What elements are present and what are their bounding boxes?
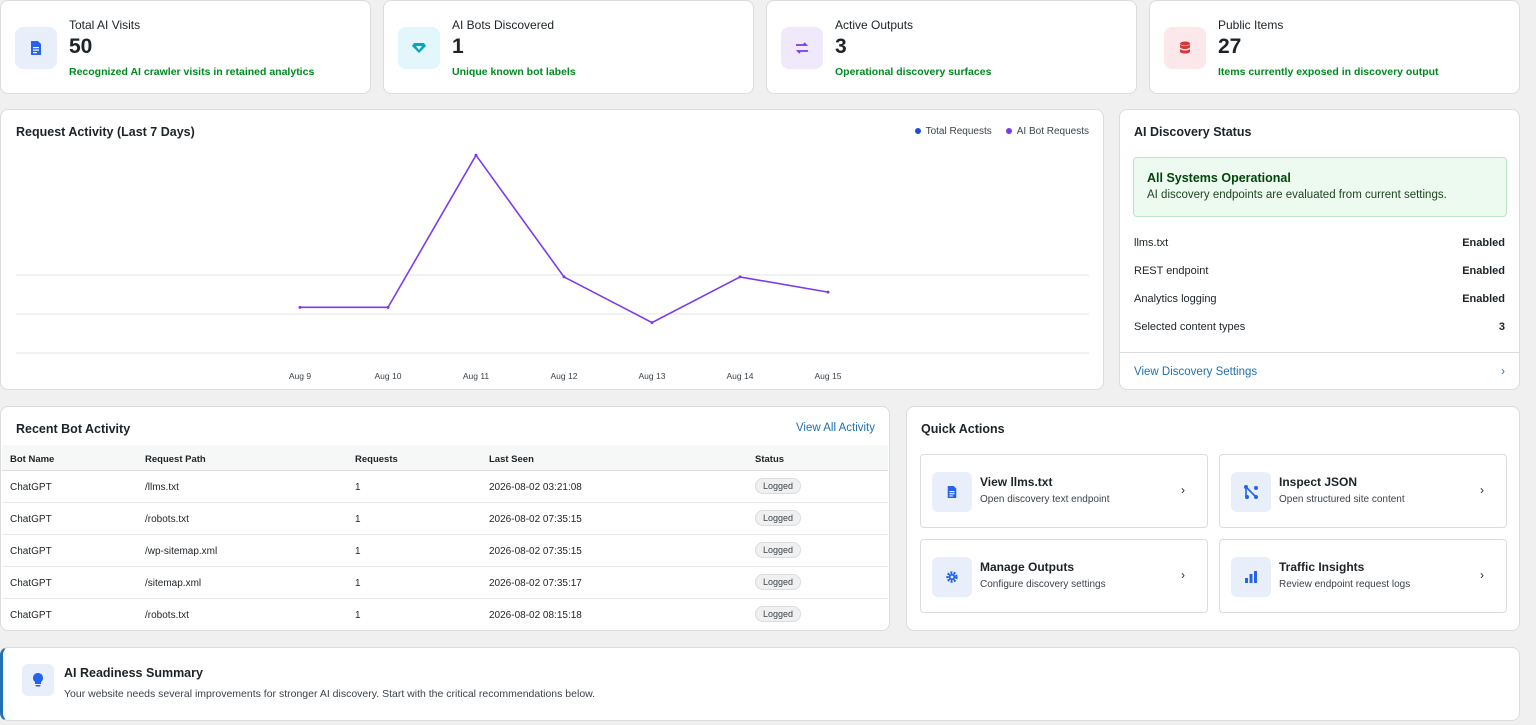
x-tick-label: Aug 11 (463, 371, 490, 381)
quick-action-manage-outputs[interactable]: Manage Outputs Configure discovery setti… (920, 539, 1208, 613)
summary-title: AI Readiness Summary (64, 666, 203, 680)
stat-subtext: Unique known bot labels (452, 66, 576, 78)
chart-legend: Total Requests AI Bot Requests (914, 126, 1089, 137)
status-badge: Logged (755, 606, 802, 622)
quick-actions-title: Quick Actions (921, 422, 1005, 436)
stat-card-active-outputs: Active Outputs 3 Operational discovery s… (766, 0, 1137, 94)
chevron-right-icon: › (1480, 483, 1484, 497)
stat-label: Active Outputs (835, 18, 914, 32)
recent-bot-activity-card: Recent Bot Activity View All Activity Bo… (0, 406, 890, 631)
legend-ai-bot-requests[interactable]: AI Bot Requests (1005, 126, 1089, 137)
quick-action-view-llms[interactable]: View llms.txt Open discovery text endpoi… (920, 454, 1208, 528)
status-row: Selected content types 3 (1134, 321, 1505, 333)
graph-icon (1231, 472, 1271, 512)
data-point[interactable] (386, 305, 390, 309)
bar-chart-icon (1231, 557, 1271, 597)
x-tick-label: Aug 10 (375, 371, 402, 381)
stat-value: 27 (1218, 35, 1242, 58)
stat-value: 1 (452, 35, 464, 58)
database-icon (1164, 27, 1206, 69)
column-requests[interactable]: Requests (355, 454, 398, 465)
x-tick-label: Aug 15 (815, 371, 842, 381)
data-point[interactable] (738, 275, 742, 279)
stat-subtext: Items currently exposed in discovery out… (1218, 66, 1439, 78)
data-point[interactable] (474, 153, 478, 157)
quick-actions-card: Quick Actions View llms.txt Open discove… (906, 406, 1520, 631)
stat-subtext: Recognized AI crawler visits in retained… (69, 66, 315, 78)
line-chart: Aug 9 Aug 10 Aug 11 Aug 12 Aug 13 Aug 14 Aug 1… (16, 153, 1089, 381)
chevron-right-icon: › (1501, 366, 1505, 378)
ai-readiness-summary: AI Readiness Summary Your website needs … (0, 647, 1520, 721)
table-row: ChatGPT/sitemap.xml 1 2026-08-02 07:35:17 L… (2, 567, 888, 599)
series-line-ai-bot-requests (300, 153, 829, 324)
chart-title: Request Activity (Last 7 Days) (16, 125, 195, 139)
status-row: REST endpoint Enabled (1134, 265, 1505, 277)
quick-action-inspect-json[interactable]: Inspect JSON Open structured site conten… (1219, 454, 1507, 528)
status-row: llms.txt Enabled (1134, 237, 1505, 249)
view-discovery-settings-link[interactable]: View Discovery Settings › (1134, 366, 1505, 378)
stat-card-bots-discovered: AI Bots Discovered 1 Unique known bot la… (383, 0, 754, 94)
status-row: Analytics logging Enabled (1134, 293, 1505, 305)
diamond-icon (398, 27, 440, 69)
data-point[interactable] (826, 290, 830, 294)
request-activity-card: Request Activity (Last 7 Days) Total Req… (0, 109, 1104, 390)
stat-value: 3 (835, 35, 847, 58)
document-icon (932, 472, 972, 512)
quick-action-title: Inspect JSON (1279, 475, 1358, 489)
chevron-right-icon: › (1480, 568, 1484, 582)
quick-action-description: Open discovery text endpoint (980, 494, 1110, 505)
chevron-right-icon: › (1181, 483, 1185, 497)
quick-action-title: Manage Outputs (980, 560, 1075, 574)
discovery-status-card: AI Discovery Status All Systems Operatio… (1119, 109, 1520, 390)
quick-action-title: View llms.txt (980, 475, 1053, 489)
x-tick-label: Aug 9 (289, 371, 311, 381)
x-tick-label: Aug 13 (639, 371, 666, 381)
column-bot-name[interactable]: Bot Name (10, 454, 55, 465)
x-tick-label: Aug 12 (551, 371, 578, 381)
quick-action-description: Open structured site content (1279, 494, 1405, 505)
legend-total-requests[interactable]: Total Requests (914, 126, 992, 137)
document-icon (15, 27, 57, 69)
column-request-path[interactable]: Request Path (145, 454, 206, 465)
chevron-right-icon: › (1181, 568, 1185, 582)
status-ok-description: AI discovery endpoints are evaluated fro… (1147, 189, 1447, 201)
activity-title: Recent Bot Activity (16, 422, 131, 436)
lightbulb-icon (22, 664, 54, 696)
status-title: AI Discovery Status (1134, 125, 1252, 139)
stat-label: Total AI Visits (69, 18, 141, 32)
quick-action-description: Review endpoint request logs (1279, 579, 1411, 590)
repeat-icon (781, 27, 823, 69)
status-ok-title: All Systems Operational (1147, 171, 1291, 185)
stat-card-public-items: Public Items 27 Items currently exposed … (1149, 0, 1520, 94)
status-badge: Logged (755, 510, 802, 526)
column-status[interactable]: Status (755, 454, 785, 465)
table-row: ChatGPT/llms.txt 1 2026-08-02 03:21:08 Logg… (2, 471, 888, 503)
x-tick-label: Aug 14 (727, 371, 754, 381)
stat-value: 50 (69, 35, 93, 58)
summary-description: Your website needs several improvements … (64, 688, 596, 700)
table-row: ChatGPT/robots.txt 1 2026-08-02 08:15:18 Lo… (2, 599, 888, 631)
stat-subtext: Operational discovery surfaces (835, 66, 992, 78)
data-point[interactable] (562, 275, 566, 279)
gear-icon (932, 557, 972, 597)
status-badge: Logged (755, 542, 802, 558)
status-badge: Logged (755, 478, 802, 494)
status-badge: Logged (755, 574, 802, 590)
view-all-activity-link[interactable]: View All Activity (795, 422, 875, 434)
table-header: Bot Name Request Path Requests Last Seen… (2, 445, 888, 471)
stat-label: Public Items (1218, 18, 1284, 32)
table-row: ChatGPT/wp-sitemap.xml 1 2026-08-02 07:35:… (2, 535, 888, 567)
quick-action-traffic-insights[interactable]: Traffic Insights Review endpoint request… (1219, 539, 1507, 613)
quick-action-title: Traffic Insights (1279, 560, 1365, 574)
quick-action-description: Configure discovery settings (980, 579, 1106, 590)
data-point[interactable] (298, 305, 302, 309)
stat-card-total-visits: Total AI Visits 50 Recognized AI crawler… (0, 0, 371, 94)
data-point[interactable] (650, 321, 654, 325)
column-last-seen[interactable]: Last Seen (489, 454, 534, 465)
table-row: ChatGPT/robots.txt 1 2026-08-02 07:35:15 Lo… (2, 503, 888, 535)
status-ok-banner: All Systems Operational AI discovery end… (1133, 157, 1507, 217)
stat-label: AI Bots Discovered (452, 18, 555, 32)
